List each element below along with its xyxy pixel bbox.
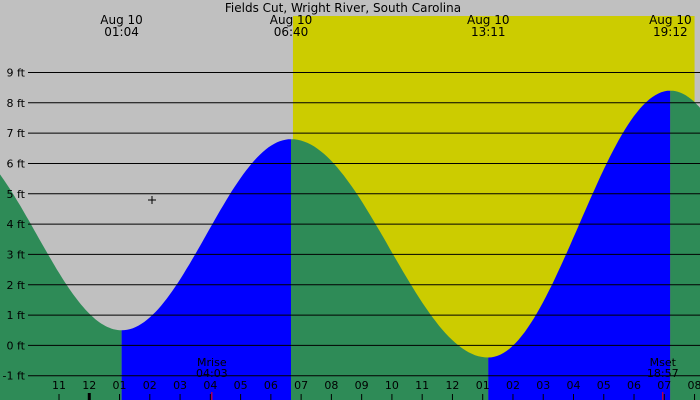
extreme-time-label: 19:12 (653, 25, 688, 39)
x-tick-label: 05 (234, 379, 248, 392)
y-tick-label: 2 ft (7, 279, 26, 292)
falling-tide-segment (670, 90, 700, 400)
extreme-time-label: 13:11 (471, 25, 506, 39)
x-tick-label: 07 (657, 379, 671, 392)
x-tick-label: 08 (688, 379, 700, 392)
y-tick-label: 9 ft (7, 66, 26, 79)
y-tick-label: -1 ft (3, 370, 26, 383)
x-tick-label: 03 (173, 379, 187, 392)
extreme-time-label: 06:40 (274, 25, 309, 39)
y-tick-label: 5 ft (7, 188, 26, 201)
tide-area-layer (0, 90, 700, 400)
y-tick-label: 1 ft (7, 309, 26, 322)
x-tick-label: 04 (566, 379, 580, 392)
y-tick-label: 3 ft (7, 248, 26, 261)
x-tick-label: 04 (203, 379, 217, 392)
y-tick-label: 6 ft (7, 157, 26, 170)
y-tick-label: 8 ft (7, 97, 26, 110)
y-tick-label: 4 ft (7, 218, 26, 231)
extreme-date-label: Aug 10 (649, 13, 692, 27)
x-tick-label: 06 (627, 379, 641, 392)
extreme-date-label: Aug 10 (270, 13, 313, 27)
x-tick-label: 09 (355, 379, 369, 392)
moon-event-label: Mset (650, 356, 677, 369)
x-tick-label: 07 (294, 379, 308, 392)
rising-tide-segment (488, 90, 671, 400)
gridline-layer (28, 71, 700, 400)
y-tick-label: 7 ft (7, 127, 26, 140)
x-tick-label: 05 (597, 379, 611, 392)
x-tick-label: 06 (264, 379, 278, 392)
y-tick-label: 0 ft (7, 339, 26, 352)
falling-tide-segment (0, 174, 122, 400)
extreme-time-label: 01:04 (104, 25, 139, 39)
x-tick-label: 11 (52, 379, 66, 392)
chart-title: Fields Cut, Wright River, South Carolina (225, 1, 461, 15)
x-tick-label: 12 (82, 379, 96, 392)
extreme-date-label: Aug 10 (100, 13, 143, 27)
x-tick-label: 11 (415, 379, 429, 392)
falling-tide-segment (291, 139, 489, 400)
x-tick-label: 01 (113, 379, 127, 392)
x-tick-label: 03 (536, 379, 550, 392)
midnight-marker (87, 393, 91, 400)
moon-event-time: 04:03 (196, 367, 228, 380)
x-tick-label: 01 (476, 379, 490, 392)
moon-event-label: Mrise (197, 356, 227, 369)
rising-tide-segment (121, 139, 291, 400)
x-tick-label: 02 (506, 379, 520, 392)
extreme-date-label: Aug 10 (467, 13, 510, 27)
x-tick-label: 02 (143, 379, 157, 392)
x-tick-label: 12 (445, 379, 459, 392)
x-tick-label: 10 (385, 379, 399, 392)
label-layer: 9 ft 8 ft 7 ft 6 ft 5 ft 4 ft 3 ft 2 ft 1 ft 0 ft… (3, 13, 700, 392)
x-tick-label: 08 (324, 379, 338, 392)
moon-event-time: 18:57 (647, 367, 679, 380)
